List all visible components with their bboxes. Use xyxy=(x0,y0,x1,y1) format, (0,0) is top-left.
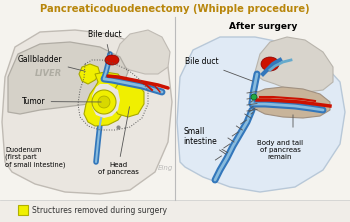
Text: Tumor: Tumor xyxy=(22,97,101,106)
Polygon shape xyxy=(249,87,330,118)
Ellipse shape xyxy=(261,57,279,71)
Bar xyxy=(0,200,350,222)
Text: Body and tail
of pancreas
remain: Body and tail of pancreas remain xyxy=(257,140,303,160)
Ellipse shape xyxy=(105,55,119,65)
Text: Gallbladder: Gallbladder xyxy=(18,56,85,71)
Polygon shape xyxy=(2,30,172,194)
Polygon shape xyxy=(8,42,128,114)
Text: Bile duct: Bile duct xyxy=(185,57,252,81)
Text: Pancreaticoduodenectomy (Whipple procedure): Pancreaticoduodenectomy (Whipple procedu… xyxy=(40,4,310,14)
Text: Bile duct: Bile duct xyxy=(88,30,122,54)
Polygon shape xyxy=(112,82,144,117)
Polygon shape xyxy=(255,37,333,92)
Polygon shape xyxy=(84,72,128,126)
Polygon shape xyxy=(115,30,170,74)
Polygon shape xyxy=(92,84,120,118)
Text: Small
intestine: Small intestine xyxy=(183,127,228,153)
Polygon shape xyxy=(177,37,345,192)
Text: LIVER: LIVER xyxy=(34,69,62,79)
Bar xyxy=(18,205,28,215)
Circle shape xyxy=(98,96,110,108)
Text: Head
of pancreas: Head of pancreas xyxy=(98,107,139,175)
Text: Eing: Eing xyxy=(158,165,173,171)
Polygon shape xyxy=(79,64,100,84)
Circle shape xyxy=(92,90,116,114)
Circle shape xyxy=(251,94,257,100)
Text: Duodenum
(first part
of small intestine): Duodenum (first part of small intestine) xyxy=(5,147,65,168)
Text: After surgery: After surgery xyxy=(229,22,297,32)
Text: Structures removed during surgery: Structures removed during surgery xyxy=(32,206,167,214)
Bar xyxy=(0,0,350,17)
